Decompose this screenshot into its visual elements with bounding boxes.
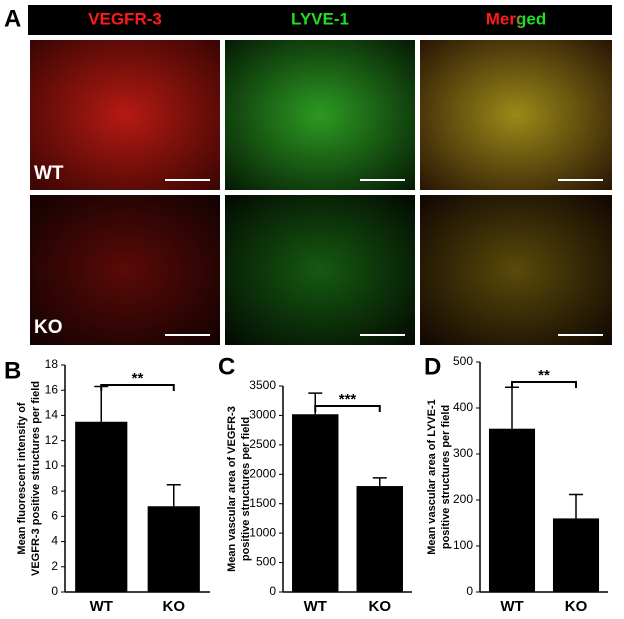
- error-bar: [372, 477, 387, 487]
- y-tick-label: 200: [453, 492, 473, 506]
- micrograph: [225, 40, 415, 190]
- micrograph: [30, 40, 220, 190]
- y-tick-label: 0: [466, 584, 473, 598]
- micrograph: [225, 195, 415, 345]
- row-label: KO: [34, 317, 63, 338]
- y-tick-label: 500: [256, 555, 276, 569]
- y-tick-label: 2500: [249, 437, 276, 451]
- y-tick-label: 3500: [249, 378, 276, 392]
- bar: [292, 414, 339, 592]
- significance-bracket: [511, 381, 577, 388]
- x-tick-label: KO: [565, 598, 588, 615]
- panel-label: B: [4, 357, 21, 384]
- y-tick-label: 0: [51, 584, 58, 598]
- bar: [356, 486, 403, 592]
- column-title: VEGFR-3: [88, 9, 162, 28]
- column-title: LYVE-1: [291, 9, 349, 28]
- micrograph: [30, 195, 220, 345]
- y-tick-label: 18: [45, 357, 59, 371]
- y-tick-label: 500: [453, 354, 473, 368]
- y-tick-label: 2: [51, 559, 58, 573]
- x-tick-label: KO: [369, 598, 392, 615]
- panel-label: D: [424, 353, 441, 380]
- y-tick-label: 2000: [249, 466, 276, 480]
- y-tick-label: 1000: [249, 525, 276, 539]
- y-axis-label: VEGFR-3 positive structures per field: [30, 381, 42, 576]
- y-axis-label: Mean fluorescent intensity of: [16, 402, 28, 555]
- y-axis-label: Mean vascular area of LYVE-1: [426, 399, 438, 555]
- x-tick-label: WT: [500, 598, 523, 615]
- significance: **: [132, 370, 144, 387]
- y-tick-label: 6: [51, 509, 58, 523]
- significance-bracket: [100, 384, 175, 391]
- x-tick-label: WT: [304, 598, 327, 615]
- y-tick-label: 1500: [249, 496, 276, 510]
- x-tick-label: WT: [90, 598, 113, 615]
- micrograph: [420, 40, 612, 190]
- y-tick-label: 100: [453, 538, 473, 552]
- header-bar: [28, 5, 612, 35]
- y-tick-label: 400: [453, 400, 473, 414]
- y-tick-label: 16: [45, 382, 59, 396]
- y-tick-label: 0: [269, 584, 276, 598]
- significance: ***: [339, 391, 357, 408]
- micrograph: [420, 195, 612, 345]
- bar: [147, 506, 200, 592]
- y-axis-label: positive structures per field: [440, 405, 452, 549]
- y-axis-label: positive structures per field: [240, 417, 252, 561]
- scale-bars: [165, 179, 603, 336]
- error-bar: [166, 484, 181, 507]
- y-tick-label: 3000: [249, 408, 276, 422]
- bar: [488, 428, 536, 592]
- panel-label: A: [4, 5, 21, 32]
- y-axis-label: Mean vascular area of VEGFR-3: [226, 406, 238, 572]
- y-tick-label: 300: [453, 446, 473, 460]
- panel-label: C: [218, 353, 235, 380]
- y-tick-label: 4: [51, 534, 58, 548]
- error-bar: [94, 385, 109, 422]
- row-label: WT: [34, 163, 64, 184]
- significance-bracket: [314, 405, 381, 412]
- error-bar: [569, 493, 583, 519]
- x-tick-label: KO: [163, 598, 186, 615]
- y-tick-label: 12: [45, 433, 59, 447]
- error-bar: [505, 386, 519, 429]
- y-tick-label: 8: [51, 483, 58, 497]
- y-tick-label: 10: [45, 458, 59, 472]
- column-title: Merged: [486, 9, 546, 28]
- significance: **: [538, 367, 550, 384]
- y-tick-label: 14: [45, 408, 59, 422]
- bar: [552, 518, 600, 592]
- bar: [75, 421, 128, 592]
